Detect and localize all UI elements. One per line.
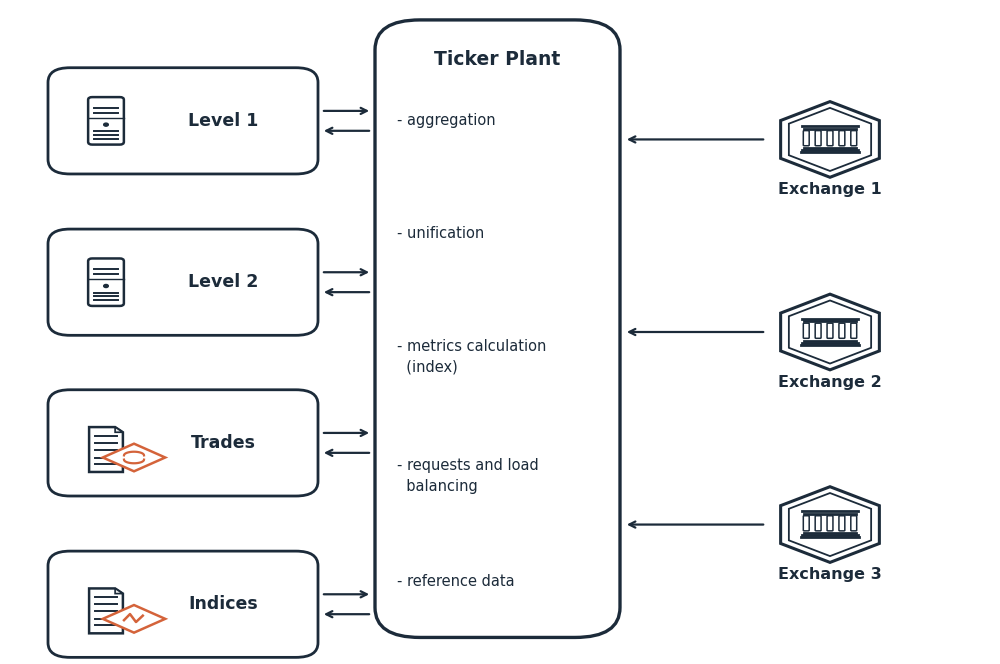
FancyBboxPatch shape [839,516,845,531]
FancyBboxPatch shape [815,516,821,531]
Text: - reference data: - reference data [397,574,515,590]
Polygon shape [789,493,871,556]
FancyBboxPatch shape [48,68,318,174]
FancyBboxPatch shape [839,323,845,338]
FancyBboxPatch shape [827,131,833,145]
Text: Ticker Plant: Ticker Plant [434,50,561,69]
FancyBboxPatch shape [851,323,857,338]
FancyBboxPatch shape [803,516,809,531]
Polygon shape [781,294,879,370]
Text: - unification: - unification [397,226,484,241]
Polygon shape [789,300,871,363]
FancyBboxPatch shape [827,516,833,531]
Text: - aggregation: - aggregation [397,113,496,128]
Circle shape [104,284,108,288]
Text: Exchange 2: Exchange 2 [778,375,882,390]
FancyBboxPatch shape [815,323,821,338]
Polygon shape [781,487,879,562]
FancyBboxPatch shape [88,97,124,145]
Text: - requests and load
  balancing: - requests and load balancing [397,458,539,494]
Text: - metrics calculation
  (index): - metrics calculation (index) [397,339,546,374]
Text: Level 1: Level 1 [188,112,259,130]
Text: Exchange 1: Exchange 1 [778,183,882,197]
FancyBboxPatch shape [803,323,809,338]
FancyBboxPatch shape [803,131,809,145]
FancyBboxPatch shape [375,20,620,637]
FancyBboxPatch shape [839,131,845,145]
FancyBboxPatch shape [48,390,318,496]
FancyBboxPatch shape [851,131,857,145]
Circle shape [104,123,108,126]
Text: Exchange 3: Exchange 3 [778,568,882,582]
Polygon shape [89,588,123,633]
Text: Level 2: Level 2 [188,273,259,291]
FancyBboxPatch shape [88,258,124,306]
FancyBboxPatch shape [815,131,821,145]
FancyBboxPatch shape [48,229,318,335]
Polygon shape [103,605,165,633]
Polygon shape [115,588,123,594]
FancyBboxPatch shape [827,323,833,338]
Text: Trades: Trades [191,434,256,452]
Polygon shape [781,102,879,177]
FancyBboxPatch shape [851,516,857,531]
FancyBboxPatch shape [48,551,318,657]
Polygon shape [103,444,165,471]
Polygon shape [789,108,871,171]
Polygon shape [89,427,123,472]
Text: Indices: Indices [189,595,258,614]
Polygon shape [115,427,123,432]
